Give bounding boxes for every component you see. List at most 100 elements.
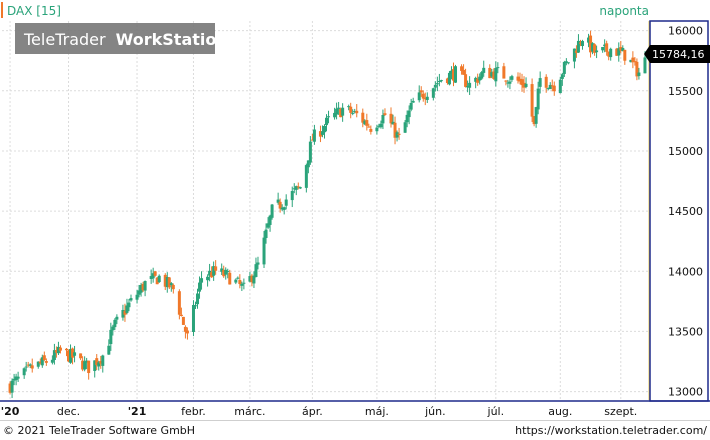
candle-body [492,71,496,79]
candle-body [210,272,214,278]
candle-body [56,346,60,354]
teletrader-logo: TeleTrader WorkStation [15,23,228,54]
candle-body [193,305,197,307]
candle-body [24,366,28,368]
candle-body [363,120,367,125]
candle-body [365,120,369,126]
candle-body [280,207,284,210]
candle-body [607,51,611,57]
candle-body [109,329,113,345]
candle-body [552,85,556,92]
candle-body [546,88,550,90]
candle-body [494,67,498,82]
candle-body [10,380,14,393]
candle-body [228,272,232,285]
candle-body [327,116,331,118]
candle-body [248,276,252,282]
candle-body [97,362,101,367]
candle-body [149,276,153,279]
candle-body [496,67,500,69]
candles [8,30,647,399]
y-tick-label: 13500 [668,325,703,338]
candle-body [508,81,512,84]
candle-body [478,76,482,81]
candle-body [510,76,514,80]
grid [2,21,649,400]
candle-body [462,69,466,75]
candle-body [530,84,534,117]
candle-body [181,316,185,325]
candle-body [165,277,169,288]
candle-body [155,277,159,285]
candle-body [522,82,526,88]
candle-body [276,199,280,203]
candle-body [623,49,627,61]
candle-body [403,122,407,133]
x-tick-label: '21 [128,405,147,418]
candle-body [139,285,143,293]
candle-body [224,269,228,275]
candle-body [58,347,62,351]
candle-body [236,277,240,279]
candle-body [22,368,26,376]
candle-body [349,106,353,113]
candle-body [605,43,609,52]
y-tick-label: 15000 [668,145,703,158]
candle-body [337,107,341,109]
candle-body [339,108,343,118]
candle-body [284,199,288,206]
candle-body [468,82,472,88]
candle-body [52,350,56,360]
candle-body [603,44,607,47]
candle-body [71,348,75,358]
candle-body [83,361,87,370]
candle-body [421,93,425,99]
candle-body [198,282,202,292]
candle-body [564,61,568,64]
candle-body [635,61,639,77]
y-tick-label: 13000 [668,386,703,399]
y-tick-label: 14500 [668,205,703,218]
candle-body [524,83,528,87]
candle-body [85,360,89,363]
candle-body [308,141,312,163]
candle-body [476,78,480,83]
candle-body [601,47,605,51]
candle-body [129,298,133,301]
candle-body [318,131,322,137]
candle-body [81,360,85,370]
candle-body [266,223,270,228]
candle-body [333,112,337,118]
candle-body [351,112,355,114]
candle-body [268,215,272,225]
instrument-label[interactable]: DAX [15] [7,4,61,18]
x-tick-label: jún. [424,405,446,418]
candle-body [67,350,71,362]
candle-body [587,37,591,43]
candle-body [40,357,44,366]
candle-body [73,352,77,356]
last-price-flag: 15784,16 [644,45,710,63]
candle-body [151,273,155,279]
candle-body [127,302,131,308]
source-url[interactable]: https://workstation.teletrader.com/ [515,424,707,437]
candle-body [320,131,324,135]
candle-body [532,116,536,125]
candle-body [381,115,385,124]
y-tick-label: 15500 [668,85,703,98]
logo-text-light: TeleTrader [23,30,106,49]
candle-body [16,376,20,379]
candle-body [451,69,455,81]
candle-body [375,127,379,132]
candle-body [282,207,286,210]
period-label[interactable]: naponta [599,4,649,18]
candle-body [629,59,633,63]
candle-body [595,50,599,53]
candle-body [572,48,576,62]
candle-body [196,293,200,305]
x-tick-label: júl. [487,405,505,418]
candle-body [435,83,439,85]
candle-body [121,309,125,318]
candle-body [504,80,508,82]
